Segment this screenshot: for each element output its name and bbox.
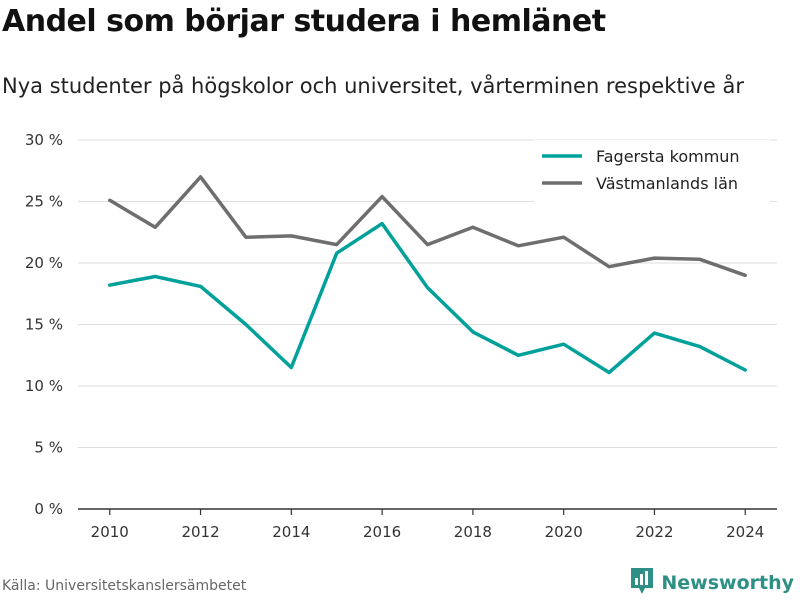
- x-tick-label: 2024: [726, 523, 764, 541]
- series-line-0: [108, 221, 747, 375]
- x-tick-label: 2022: [635, 523, 673, 541]
- x-tick-label: 2010: [91, 523, 129, 541]
- brand-logo: Newsworthy: [629, 566, 794, 600]
- series-lines: [108, 175, 747, 375]
- legend-background: [534, 140, 770, 202]
- y-tick-label: 10 %: [25, 377, 63, 395]
- newsworthy-logo-icon: [629, 566, 655, 600]
- chart-subtitle: Nya studenter på högskolor och universit…: [2, 74, 744, 98]
- chart-title: Andel som börjar studera i hemlänet: [2, 4, 606, 39]
- y-tick-label: 25 %: [25, 193, 63, 211]
- line-chart: 0 % 5 % 10 % 15 % 20 % 25 % 30 % 2010 2012 2014 20…: [25, 131, 777, 541]
- x-tick-label: 2012: [181, 523, 219, 541]
- x-tick-label: 2016: [363, 523, 401, 541]
- x-tick-label: 2018: [454, 523, 492, 541]
- x-tick-label: 2020: [545, 523, 583, 541]
- series-line-1: [108, 175, 747, 278]
- axes: 0 % 5 % 10 % 15 % 20 % 25 % 30 % 2010 2012 2014 20…: [25, 131, 777, 541]
- legend-label: Västmanlands län: [596, 174, 738, 193]
- legend-label: Fagersta kommun: [596, 147, 740, 166]
- y-tick-label: 5 %: [34, 439, 63, 457]
- y-tick-label: 20 %: [25, 254, 63, 272]
- y-tick-label: 0 %: [34, 500, 63, 518]
- x-tick-label: 2014: [272, 523, 310, 541]
- y-tick-label: 15 %: [25, 316, 63, 334]
- y-tick-label: 30 %: [25, 131, 63, 149]
- legend: Fagersta kommun Västmanlands län: [534, 140, 770, 202]
- brand-name: Newsworthy: [661, 572, 794, 594]
- source-note: Källa: Universitetskanslersämbetet: [2, 578, 247, 594]
